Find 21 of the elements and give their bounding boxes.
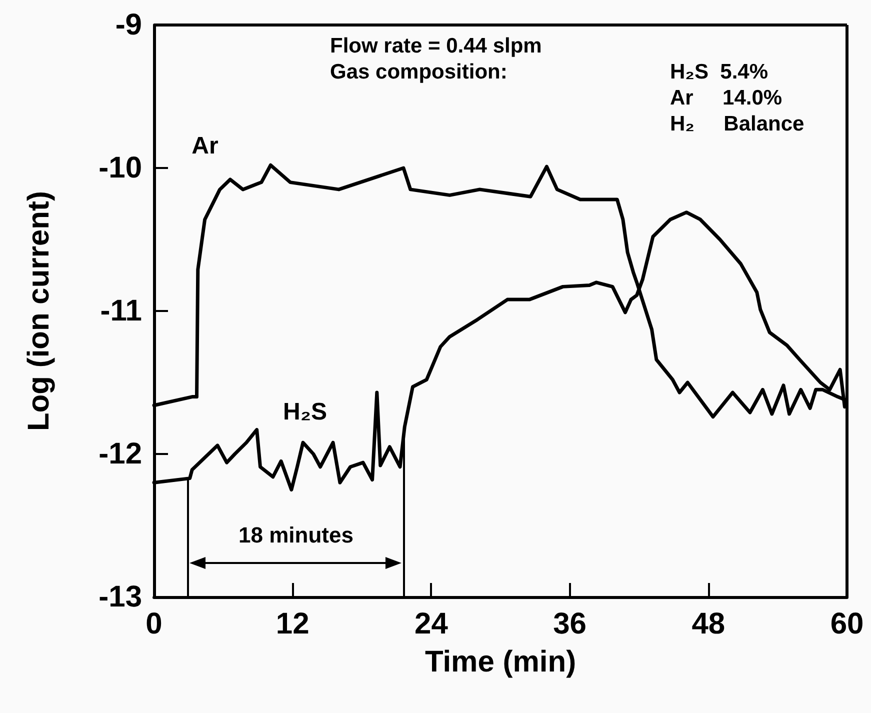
x-tick-label: 60: [830, 608, 864, 640]
y-tick-label: -13: [98, 580, 142, 614]
y-tick-label: -12: [98, 438, 142, 470]
x-tick-label: 36: [553, 608, 586, 640]
y-tick-label: -9: [115, 8, 142, 42]
annotation: H₂S: [282, 398, 328, 426]
y-axis-title: Log (ion current): [22, 191, 56, 431]
annotation: H₂S 5.4%: [670, 60, 768, 84]
x-tick-label: 24: [414, 608, 448, 640]
annotation: Ar 14.0%: [670, 86, 782, 110]
y-tick-label: -10: [98, 152, 142, 184]
annotation: Flow rate = 0.44 slpm: [330, 34, 542, 58]
annotation: Gas composition:: [330, 60, 508, 84]
x-tick-label: 48: [692, 608, 726, 640]
y-tick-label: -11: [100, 294, 142, 328]
x-axis-title: Time (min): [424, 646, 576, 678]
x-tick-label: 12: [276, 608, 310, 640]
x-tick-label: 0: [146, 608, 162, 640]
annotation: 18 minutes: [238, 522, 354, 548]
annotation: H₂ Balance: [670, 112, 804, 136]
annotation: Ar: [192, 132, 218, 160]
